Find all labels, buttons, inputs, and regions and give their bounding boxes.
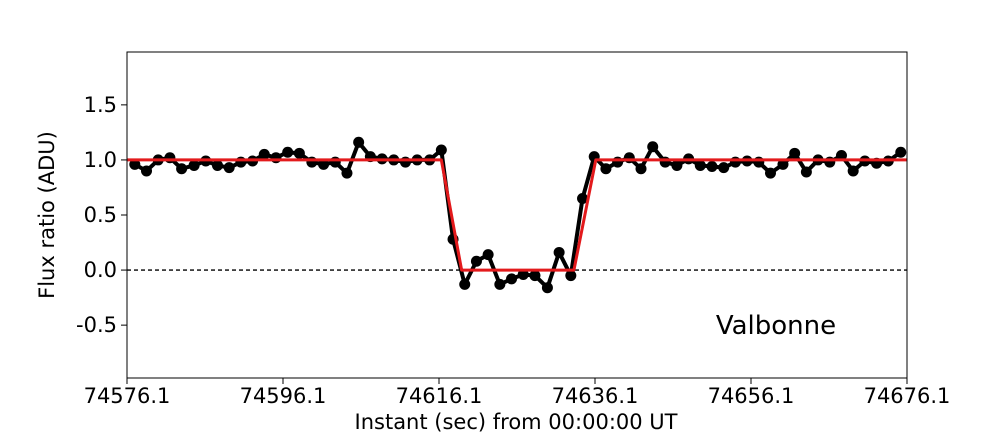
data-point [164, 152, 176, 164]
data-point [694, 159, 706, 171]
y-tick-label: 0.0 [84, 258, 117, 282]
data-point [470, 255, 482, 267]
data-point [517, 268, 529, 280]
x-axis-label: Instant (sec) from 00:00:00 UT [355, 410, 678, 432]
data-point [824, 156, 836, 168]
data-point [847, 165, 859, 177]
x-tick-label: 74576.1 [84, 384, 171, 408]
data-point [494, 278, 506, 290]
data-point [306, 156, 318, 168]
data-point [835, 150, 847, 162]
data-point [553, 246, 565, 258]
data-point [459, 278, 471, 290]
data-point [729, 156, 741, 168]
data-point [777, 158, 789, 170]
data-point [635, 163, 647, 175]
data-point [341, 167, 353, 179]
data-point [435, 144, 447, 156]
data-point [529, 270, 541, 282]
data-point [800, 166, 812, 178]
data-point [188, 159, 200, 171]
data-point [270, 152, 282, 164]
data-point [211, 159, 223, 171]
data-point [671, 159, 683, 171]
data-point [753, 156, 765, 168]
x-tick-label: 74596.1 [240, 384, 327, 408]
x-tick-label: 74656.1 [708, 384, 795, 408]
data-point [765, 167, 776, 179]
data-point [647, 141, 659, 153]
data-point [141, 165, 152, 177]
x-tick-label: 74636.1 [552, 384, 639, 408]
series-line [127, 158, 907, 272]
data-point [353, 136, 365, 148]
data-point [612, 156, 624, 168]
data-point [318, 158, 330, 170]
data-point [506, 273, 518, 285]
data-point [129, 158, 141, 170]
data-point [176, 163, 188, 175]
data-point [789, 147, 801, 159]
data-point [659, 156, 671, 168]
data-point [718, 162, 730, 174]
data-point [293, 147, 305, 159]
data-point [258, 148, 270, 160]
data-point [329, 156, 341, 168]
y-axis-label: Flux ratio (ADU) [35, 131, 59, 299]
data-point [399, 156, 411, 168]
data-point [223, 162, 235, 174]
x-tick-label: 74616.1 [396, 384, 483, 408]
y-tick-label: 1.5 [84, 93, 117, 117]
y-tick-label: -0.5 [76, 313, 117, 337]
plot-frame [126, 51, 908, 379]
data-point [565, 270, 577, 282]
data-point [623, 152, 635, 164]
data-point [577, 192, 589, 204]
data-point [482, 249, 494, 261]
y-tick-label: 0.5 [84, 203, 117, 227]
data-point [282, 146, 294, 158]
annotation: Valbonne [716, 311, 836, 341]
data-point [541, 282, 553, 294]
data-point [600, 163, 612, 175]
x-tick-label: 74676.1 [864, 384, 951, 408]
data-point [235, 156, 247, 168]
data-point [895, 146, 907, 158]
data-point [706, 161, 718, 173]
y-tick-label: 1.0 [84, 148, 117, 172]
